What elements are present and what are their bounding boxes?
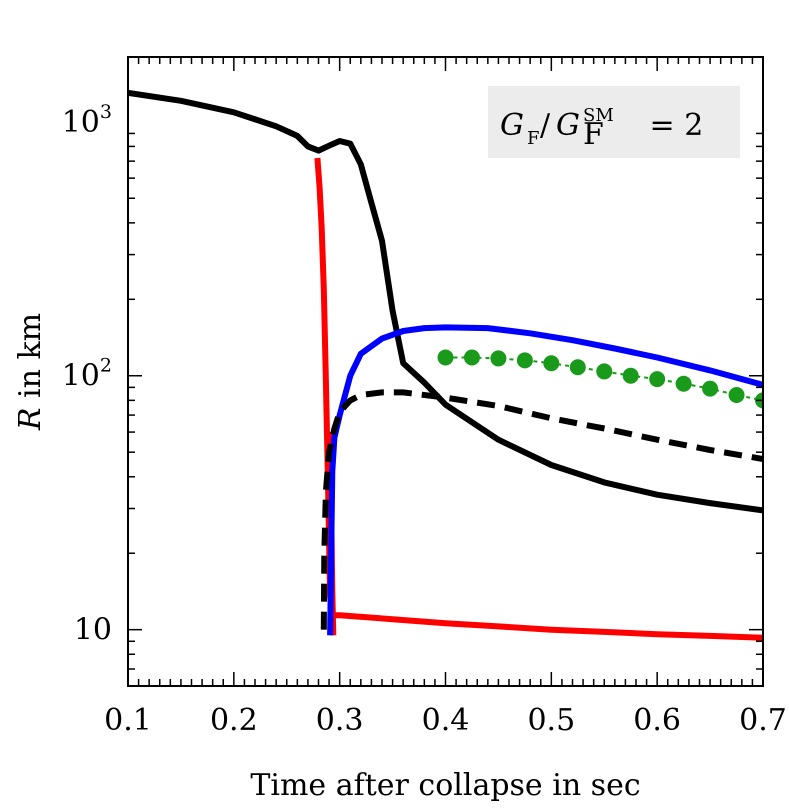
x-tick-label: 0.2 (210, 703, 258, 738)
series-point (728, 386, 745, 403)
x-tick-label: 0.7 (739, 703, 787, 738)
y-axis-title-rest: in km (13, 313, 48, 408)
series-point (649, 371, 666, 388)
x-axis-title: Time after collapse in sec (250, 768, 640, 803)
series-line-1 (314, 157, 763, 641)
series-point (622, 367, 639, 384)
series-point (675, 375, 692, 392)
x-tick-label: 0.4 (422, 703, 470, 738)
x-tick-label: 0.6 (633, 703, 681, 738)
legend-box (488, 86, 740, 158)
series-point (569, 359, 586, 376)
series-line-0 (128, 89, 763, 514)
x-tick-label: 0.3 (316, 703, 364, 738)
y-tick-label: 102 (62, 355, 112, 394)
series-line-3 (327, 324, 763, 636)
series-point (596, 363, 613, 380)
y-tick-label: 103 (62, 101, 112, 140)
series-line-4 (320, 389, 763, 630)
y-tick-label-exp: 3 (100, 101, 112, 123)
legend-label-part: SM (583, 105, 614, 126)
y-tick-label: 10 (74, 613, 112, 648)
legend-label-part: / (540, 108, 551, 143)
series-point (463, 349, 480, 366)
series-layer (128, 89, 763, 641)
y-axis-title: R in km (13, 313, 48, 431)
y-tick-label-base: 10 (62, 105, 100, 140)
y-axis-title-var: R (13, 408, 48, 432)
y-tick-label-base: 10 (62, 359, 100, 394)
legend: G F/G SM = 2F (488, 86, 740, 158)
legend-label-part: = 2 (640, 108, 703, 143)
x-tick-label: 0.1 (104, 703, 152, 738)
plot-frame (127, 56, 764, 687)
series-point (490, 350, 507, 367)
y-tick-label-base: 10 (74, 613, 112, 648)
series-point (702, 380, 719, 397)
series-point (516, 352, 533, 369)
series-point (437, 349, 454, 366)
legend-label: G F/G SM = 2 (500, 105, 703, 149)
series-point (543, 355, 560, 372)
legend-label-sub: F (583, 117, 604, 152)
legend-label-part: F (527, 128, 540, 149)
legend-label-part: G (556, 108, 580, 143)
y-tick-label-exp: 2 (100, 355, 112, 377)
x-tick-label: 0.5 (527, 703, 575, 738)
legend-label-part: G (500, 108, 524, 143)
